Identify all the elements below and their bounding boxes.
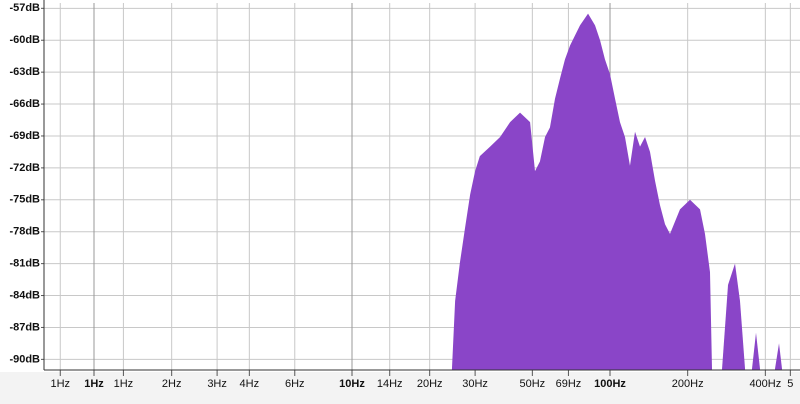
x-tick-label: 30Hz	[462, 378, 488, 390]
x-axis-panel	[0, 372, 800, 404]
x-tick-label: 1Hz	[50, 378, 70, 390]
x-tick-label: 3Hz	[207, 378, 227, 390]
y-tick-label: -69dB	[9, 130, 40, 142]
x-tick-label: 20Hz	[417, 378, 443, 390]
x-tick-label: 1Hz	[84, 378, 104, 390]
x-tick-label: 50Hz	[519, 378, 545, 390]
x-tick-label: 10Hz	[339, 378, 365, 390]
x-tick-label: 200Hz	[672, 378, 704, 390]
y-tick-label: -87dB	[9, 321, 40, 333]
y-tick-label: -78dB	[9, 226, 40, 238]
x-tick-label: 6Hz	[285, 378, 305, 390]
spectrum-area	[751, 332, 761, 370]
y-tick-label: -84dB	[9, 289, 40, 301]
spectrum-area	[774, 343, 783, 370]
spectrum-area	[451, 13, 713, 370]
y-tick-label: -90dB	[9, 353, 40, 365]
spectrum-area	[722, 263, 746, 370]
y-tick-label: -57dB	[9, 2, 40, 14]
y-tick-label: -60dB	[9, 34, 40, 46]
x-tick-label: 5	[787, 378, 793, 390]
y-tick-label: -72dB	[9, 162, 40, 174]
y-tick-label: -75dB	[9, 194, 40, 206]
x-tick-label: 100Hz	[594, 378, 626, 390]
x-tick-label: 14Hz	[377, 378, 403, 390]
y-tick-label: -81dB	[9, 258, 40, 270]
x-tick-label: 4Hz	[240, 378, 260, 390]
x-tick-label: 69Hz	[556, 378, 582, 390]
x-tick-label: 1Hz	[114, 378, 134, 390]
y-tick-label: -66dB	[9, 98, 40, 110]
x-tick-label: 2Hz	[162, 378, 182, 390]
x-tick-label: 400Hz	[749, 378, 781, 390]
y-tick-label: -63dB	[9, 66, 40, 78]
